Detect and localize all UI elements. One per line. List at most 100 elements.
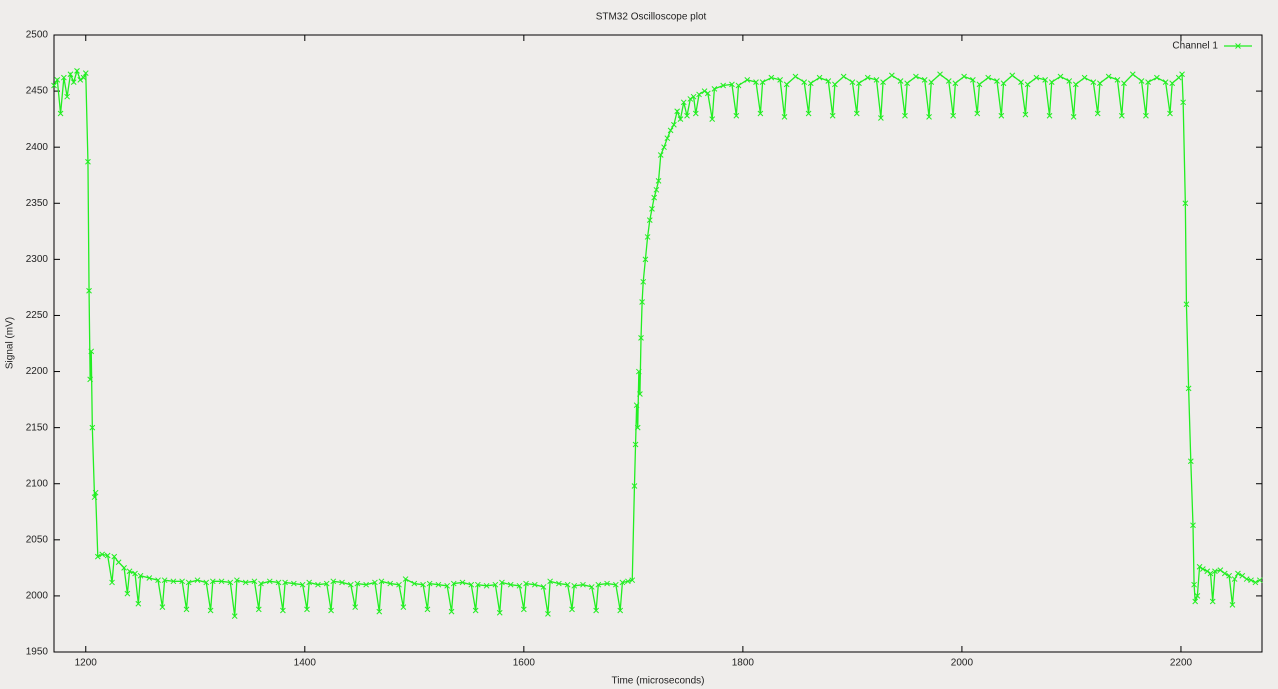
point-marker xyxy=(282,579,288,586)
point-marker xyxy=(231,613,238,619)
point-marker xyxy=(266,578,273,585)
point-marker xyxy=(64,93,70,100)
point-marker xyxy=(82,70,89,76)
point-marker xyxy=(227,579,234,586)
point-marker xyxy=(99,551,106,558)
point-marker xyxy=(444,582,451,589)
point-marker xyxy=(976,81,983,88)
point-marker xyxy=(661,144,667,151)
point-marker xyxy=(970,77,976,83)
point-marker xyxy=(523,580,529,587)
point-marker xyxy=(109,579,115,586)
point-marker xyxy=(1000,80,1007,87)
point-marker xyxy=(1042,77,1049,83)
point-marker xyxy=(1231,576,1238,582)
point-marker xyxy=(950,112,957,119)
point-marker xyxy=(126,568,133,575)
point-marker xyxy=(234,577,240,584)
point-marker xyxy=(687,96,694,102)
point-marker xyxy=(1105,73,1112,80)
y-tick-label: 2150 xyxy=(26,422,49,433)
point-marker xyxy=(1187,458,1194,465)
point-marker xyxy=(74,68,80,74)
point-marker xyxy=(580,581,586,588)
point-marker xyxy=(677,116,684,122)
point-marker xyxy=(612,581,619,588)
x-tick-label: 1800 xyxy=(732,658,755,669)
point-marker xyxy=(1179,71,1185,78)
point-marker xyxy=(183,606,190,613)
point-marker xyxy=(540,584,547,590)
point-marker xyxy=(450,580,457,587)
x-tick-label: 2200 xyxy=(1170,658,1193,669)
point-marker xyxy=(304,606,310,613)
point-marker xyxy=(1145,79,1151,85)
y-tick-label: 2400 xyxy=(26,142,49,153)
point-marker xyxy=(448,608,455,615)
point-marker xyxy=(280,607,286,614)
point-marker xyxy=(459,579,466,586)
point-marker xyxy=(426,580,433,587)
point-marker xyxy=(651,194,658,201)
point-marker xyxy=(653,186,660,193)
point-marker xyxy=(1209,598,1216,605)
point-marker xyxy=(1169,80,1176,87)
point-marker xyxy=(897,78,904,84)
point-marker xyxy=(1204,568,1211,575)
point-marker xyxy=(80,74,87,81)
point-marker xyxy=(880,79,886,85)
point-marker xyxy=(1081,74,1088,81)
point-marker xyxy=(207,607,214,614)
point-marker xyxy=(328,607,334,614)
point-marker xyxy=(347,581,354,588)
point-marker xyxy=(61,74,67,81)
point-marker xyxy=(492,581,499,588)
point-marker xyxy=(646,217,653,223)
point-marker xyxy=(1229,602,1236,608)
point-marker xyxy=(825,78,832,84)
point-marker xyxy=(1114,77,1121,83)
y-tick-label: 1950 xyxy=(26,647,49,658)
point-marker xyxy=(255,606,262,613)
point-marker xyxy=(155,577,161,584)
point-marker xyxy=(1221,570,1228,577)
point-marker xyxy=(1066,78,1073,84)
point-marker xyxy=(1094,110,1101,117)
point-marker xyxy=(1048,79,1055,85)
point-marker xyxy=(1182,200,1189,207)
point-marker xyxy=(1097,80,1103,87)
point-marker xyxy=(1162,79,1169,85)
point-marker xyxy=(952,80,959,87)
point-marker xyxy=(1090,79,1097,85)
point-marker xyxy=(209,578,216,585)
y-tick-label: 2100 xyxy=(26,478,49,489)
point-marker xyxy=(1138,78,1145,84)
point-marker xyxy=(91,494,98,501)
chart-title: STM32 Oscilloscope plot xyxy=(596,12,707,23)
point-marker xyxy=(115,559,122,566)
point-marker xyxy=(547,578,553,585)
point-marker xyxy=(306,579,313,586)
point-marker xyxy=(242,579,249,586)
point-marker xyxy=(926,114,932,120)
point-marker xyxy=(77,77,84,83)
point-marker xyxy=(531,581,538,588)
point-marker xyxy=(1121,80,1127,87)
point-marker xyxy=(644,234,651,240)
point-marker xyxy=(51,82,57,89)
point-marker xyxy=(1072,81,1079,88)
point-marker xyxy=(781,114,788,120)
point-marker xyxy=(185,579,192,586)
point-marker xyxy=(849,79,856,85)
point-marker xyxy=(170,578,177,585)
point-marker xyxy=(396,581,402,588)
point-marker xyxy=(801,79,808,85)
legend-label: Channel 1 xyxy=(1172,41,1218,52)
point-marker xyxy=(1256,577,1263,584)
point-marker xyxy=(711,85,718,92)
point-marker xyxy=(720,82,727,89)
point-marker xyxy=(878,115,884,121)
point-marker xyxy=(638,335,644,341)
